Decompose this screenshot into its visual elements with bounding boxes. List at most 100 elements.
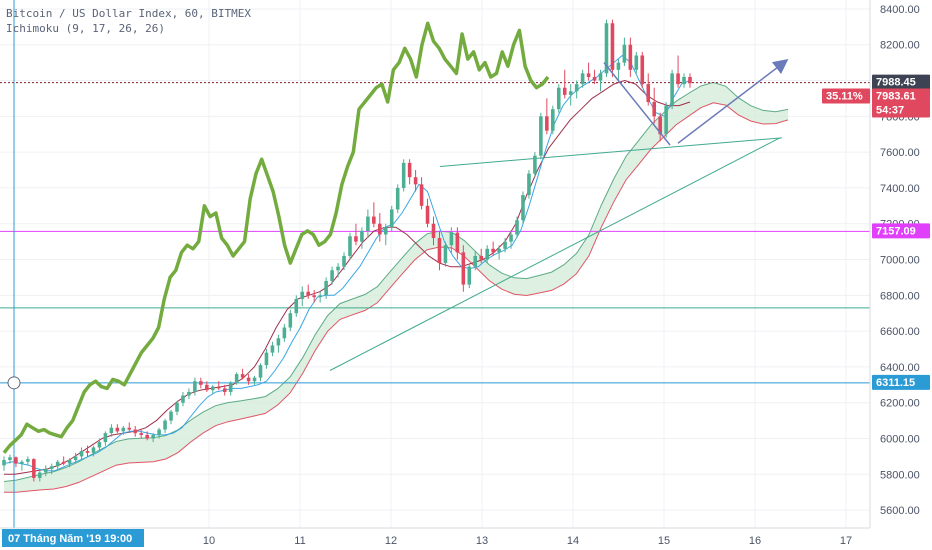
price-tick-label: 6200.00: [880, 398, 920, 410]
candle-body: [294, 298, 299, 314]
candle: [646, 73, 651, 106]
candle: [228, 381, 233, 396]
drawn-arrows[interactable]: [603, 59, 789, 146]
candle-body: [628, 44, 633, 70]
candle-body: [431, 223, 436, 239]
candle: [586, 62, 591, 81]
candle-body: [38, 472, 42, 478]
candle-body: [515, 220, 519, 235]
candle: [14, 456, 18, 468]
candle: [580, 69, 585, 88]
candle-body: [395, 187, 400, 210]
candle-body: [580, 73, 585, 85]
candle: [664, 102, 668, 138]
candle: [73, 452, 78, 464]
candle-body: [91, 447, 96, 453]
candle-body: [61, 461, 66, 464]
candle: [246, 374, 251, 385]
candle-body: [133, 429, 138, 434]
candle: [216, 381, 221, 391]
price-tag: 6311.15: [872, 374, 930, 390]
crosshair-handle[interactable]: [7, 376, 21, 390]
up-arrow-line[interactable]: [677, 59, 789, 144]
candle: [205, 381, 209, 392]
candle: [252, 375, 257, 385]
candle-body: [670, 73, 674, 106]
candle: [145, 431, 149, 441]
candle-body: [14, 457, 18, 464]
chart-legend: Bitcoin / US Dollar Index, 60, BITMEX Ic…: [6, 6, 251, 36]
candle-body: [539, 116, 543, 156]
price-tag: 54:37: [872, 102, 930, 118]
candle-body: [342, 255, 346, 267]
candle: [366, 209, 370, 239]
candle-body: [634, 55, 639, 70]
candle: [539, 112, 543, 160]
price-tag-bg: [872, 374, 930, 390]
gridlines: [0, 0, 870, 528]
candle-body: [604, 23, 609, 74]
candle-body: [473, 255, 478, 267]
price-tick-label: 5600.00: [880, 505, 920, 517]
candle: [443, 241, 448, 267]
price-tag-bg: [872, 223, 930, 239]
candle: [181, 391, 185, 407]
trend-line-rising[interactable]: [329, 137, 781, 371]
legend-indicator: Ichimoku (9, 17, 26, 26): [6, 22, 165, 35]
candle-body: [646, 84, 651, 103]
candle-body: [682, 76, 686, 85]
price-tag: 35.11%: [822, 88, 870, 104]
candle: [372, 202, 376, 228]
time-tick-label: 15: [658, 535, 670, 547]
candle: [43, 465, 48, 477]
candle-body: [103, 433, 108, 443]
candle-body: [372, 216, 376, 224]
candle: [49, 463, 54, 475]
candle: [300, 286, 305, 307]
candle-body: [455, 232, 460, 253]
candle-body: [437, 238, 442, 264]
price-tick-label: 7000.00: [880, 255, 920, 267]
price-tag: 7988.45: [872, 74, 930, 90]
candle-body: [509, 234, 513, 242]
candle-body: [270, 345, 275, 353]
candle: [121, 425, 126, 435]
kijun-sen-line: [4, 80, 691, 475]
candle: [282, 323, 287, 342]
candle: [574, 80, 579, 99]
trend-line-upper[interactable]: [439, 137, 783, 167]
candle: [32, 458, 36, 482]
candle-body: [676, 73, 680, 85]
candle: [85, 445, 90, 457]
ichimoku-lines: [2, 21, 691, 475]
candle-body: [527, 173, 531, 196]
candle-body: [55, 461, 60, 467]
down-arrow-line[interactable]: [603, 62, 671, 146]
price-tick-label: 6600.00: [880, 326, 920, 338]
candle: [354, 223, 358, 246]
candle: [407, 159, 412, 185]
price-tag-label: 35.11%: [826, 90, 863, 102]
candle: [8, 454, 12, 464]
cursor-date-tag: [2, 529, 144, 547]
candle: [151, 433, 155, 443]
time-tick-label: 12: [385, 535, 397, 547]
trend-lines: [329, 137, 783, 371]
time-tick-label: 13: [476, 535, 488, 547]
price-tag-bg: [822, 88, 870, 104]
price-tag-bg: [872, 102, 930, 118]
candle-body: [533, 155, 537, 174]
candle-body: [49, 466, 54, 469]
candle: [389, 205, 394, 231]
candle: [658, 112, 662, 142]
candle: [497, 245, 501, 260]
candle: [348, 232, 352, 260]
price-tick-label: 8400.00: [880, 4, 920, 16]
time-axis: [0, 528, 932, 550]
candle: [598, 69, 603, 92]
candle-body: [556, 87, 561, 110]
candle: [622, 37, 627, 67]
candle-body: [205, 384, 209, 391]
candle: [676, 55, 680, 88]
